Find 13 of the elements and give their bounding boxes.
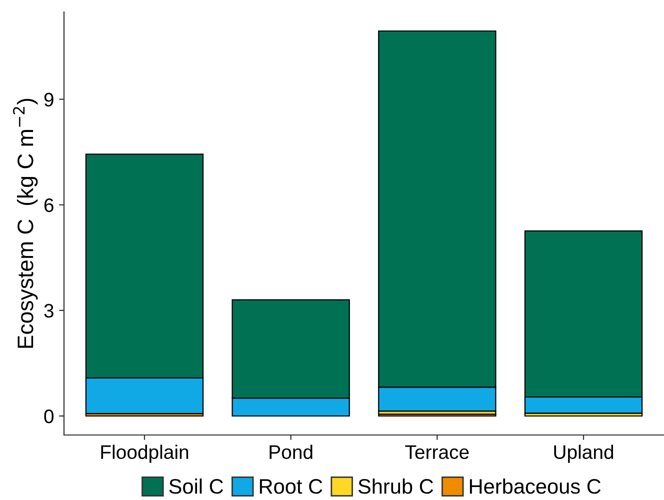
x-tick-label: Terrace <box>405 445 469 460</box>
x-tick-label: Floodplain <box>101 444 188 463</box>
legend-label: Soil C <box>169 478 224 494</box>
y-tick-label: 6 <box>44 198 54 212</box>
y-tick-label: 3 <box>44 304 54 318</box>
legend-label: Shrub C <box>358 478 434 494</box>
y-tick-label: 9 <box>44 92 54 107</box>
x-tick-label: Upland <box>554 444 614 463</box>
legend-label: Herbaceous C <box>470 478 601 494</box>
y-tick-label: 0 <box>44 409 54 424</box>
x-tick-label: Pond <box>270 444 312 460</box>
y-axis-title: Ecosystem C (kg C m$^{−2}$) <box>13 98 38 348</box>
legend-label: Root C <box>260 479 322 494</box>
